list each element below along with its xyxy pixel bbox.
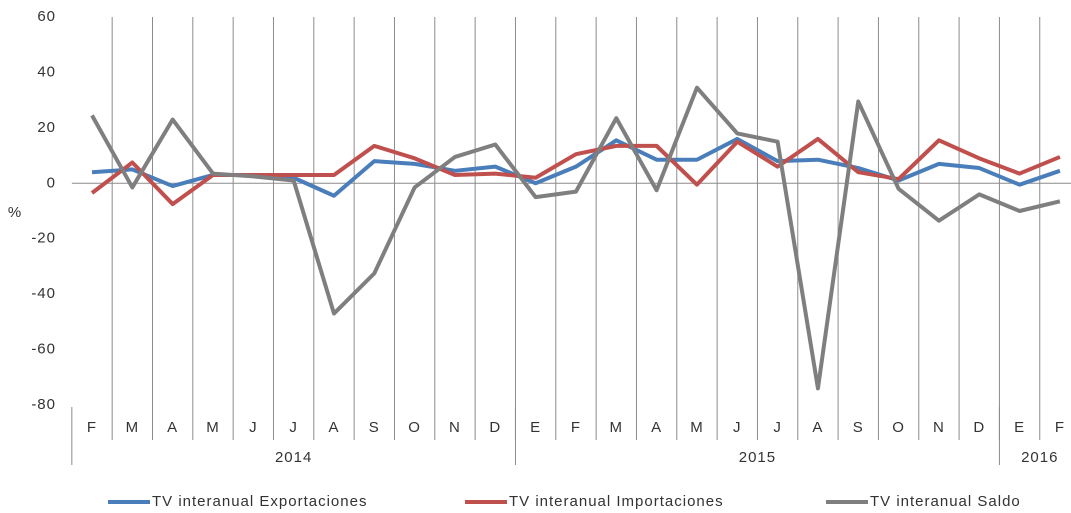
y-tick-label: -80	[31, 396, 56, 413]
x-tick-label: S	[369, 419, 380, 436]
y-tick-label: 40	[37, 63, 56, 80]
x-tick-label: F	[87, 419, 97, 436]
x-tick-label: D	[973, 419, 985, 436]
x-tick-label: J	[773, 419, 782, 436]
x-tick-label: S	[853, 419, 864, 436]
x-tick-label: N	[449, 419, 461, 436]
x-tick-label: A	[651, 419, 662, 436]
series-line	[90, 85, 1061, 391]
series-line	[90, 136, 1061, 207]
x-tick-label: J	[289, 419, 298, 436]
group-label: 2015	[739, 449, 776, 466]
y-axis-label: %	[8, 204, 22, 221]
x-tick-label: M	[690, 419, 704, 436]
legend-label: TV interanual Importaciones	[509, 493, 724, 510]
x-tick-label: A	[812, 419, 823, 436]
x-tick-label: A	[167, 419, 178, 436]
x-tick-label: J	[249, 419, 258, 436]
y-tick-label: -60	[31, 341, 56, 358]
y-tick-label: 20	[37, 119, 56, 136]
x-tick-label: N	[933, 419, 945, 436]
series-line	[91, 136, 1061, 198]
y-tick-label: -20	[31, 230, 56, 247]
x-tick-label: F	[571, 419, 581, 436]
group-label: 2014	[275, 449, 312, 466]
x-tick-label: E	[1014, 419, 1025, 436]
x-tick-label: O	[892, 419, 905, 436]
x-tick-label: M	[126, 419, 140, 436]
x-tick-label: O	[408, 419, 421, 436]
x-tick-label: A	[328, 419, 339, 436]
x-tick-label: D	[489, 419, 501, 436]
legend-label: TV interanual Saldo	[870, 493, 1021, 510]
x-tick-label: E	[530, 419, 541, 436]
x-tick-label: M	[610, 419, 624, 436]
x-tick-label: J	[733, 419, 742, 436]
x-tick-label: M	[206, 419, 220, 436]
x-tick-label: F	[1055, 419, 1065, 436]
y-tick-label: 0	[47, 174, 56, 191]
legend-label: TV interanual Exportaciones	[152, 493, 367, 510]
group-label: 2016	[1021, 449, 1058, 466]
y-tick-label: 60	[37, 8, 56, 25]
y-tick-label: -40	[31, 285, 56, 302]
